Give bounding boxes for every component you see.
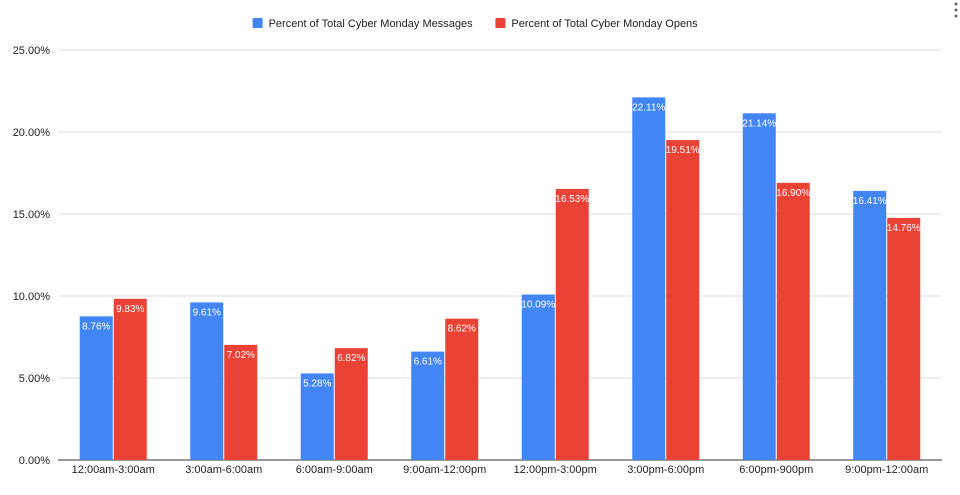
legend-label: Percent of Total Cyber Monday Messages [269, 18, 474, 30]
data-label: 7.02% [227, 350, 255, 361]
x-tick-label: 9:00pm-12:00am [845, 464, 928, 476]
y-tick-label: 10.00% [13, 291, 51, 303]
x-tick-label: 12:00pm-3:00pm [514, 464, 597, 476]
bar-opens [334, 348, 368, 460]
x-tick-label: 6:00pm-900pm [739, 464, 813, 476]
x-tick-label: 3:00am-6:00am [185, 464, 262, 476]
y-axis-ticks: 0.00% 5.00% 10.00% 15.00% 20.00% 25.00% [13, 45, 51, 467]
y-tick-label: 5.00% [19, 373, 50, 385]
data-label: 14.76% [887, 223, 921, 234]
data-label: 16.53% [555, 194, 589, 205]
bar-opens [113, 298, 147, 460]
menu-dot[interactable] [954, 2, 958, 6]
bar-messages [853, 190, 887, 460]
bar-opens [445, 318, 479, 460]
legend-label: Percent of Total Cyber Monday Opens [511, 18, 698, 30]
bar-messages [521, 294, 555, 460]
data-label: 5.28% [303, 378, 331, 389]
bar-messages [632, 97, 666, 461]
x-tick-label: 12:00am-3:00am [72, 464, 155, 476]
bar-opens [555, 188, 589, 460]
x-tick-label: 6:00am-9:00am [296, 464, 373, 476]
bars [79, 97, 921, 461]
legend-swatch [252, 18, 263, 28]
menu-dot[interactable] [954, 8, 958, 12]
data-label: 9.61% [193, 307, 221, 318]
x-tick-label: 9:00am-12:00pm [403, 464, 486, 476]
bar-opens [666, 140, 700, 460]
bar-opens [224, 344, 258, 460]
data-label: 10.09% [521, 300, 555, 311]
data-label: 19.51% [666, 145, 700, 156]
y-tick-label: 20.00% [13, 127, 51, 139]
data-label: 9.83% [116, 304, 144, 315]
y-tick-label: 0.00% [19, 455, 50, 467]
y-tick-label: 15.00% [13, 209, 51, 221]
y-tick-label: 25.00% [13, 45, 51, 57]
chart-menu-icon[interactable] [954, 2, 958, 18]
data-label: 21.14% [742, 118, 776, 129]
bar-messages [190, 302, 224, 460]
data-label: 8.62% [448, 324, 476, 335]
bar-opens [887, 217, 921, 460]
data-label: 6.82% [337, 353, 365, 364]
legend: Percent of Total Cyber Monday Messages Pe… [252, 18, 698, 30]
x-axis-ticks: 12:00am-3:00am 3:00am-6:00am 6:00am-9:00am… [72, 464, 929, 476]
bar-messages [79, 316, 113, 460]
bar-opens [776, 182, 810, 460]
bar-messages [300, 373, 334, 460]
data-label: 8.76% [82, 321, 110, 332]
data-label: 22.11% [632, 102, 665, 113]
data-labels: 8.76% 9.83% 9.61% 7.02% 5.28% 6.82% 6.61% 8.62%… [82, 102, 921, 389]
data-label: 16.90% [776, 188, 810, 199]
data-label: 16.41% [853, 196, 887, 207]
bar-messages [742, 113, 776, 460]
x-tick-label: 3:00pm-6:00pm [627, 464, 704, 476]
bar-messages [411, 351, 445, 460]
data-label: 6.61% [414, 357, 442, 368]
menu-dot[interactable] [954, 14, 958, 18]
legend-swatch [495, 18, 506, 28]
